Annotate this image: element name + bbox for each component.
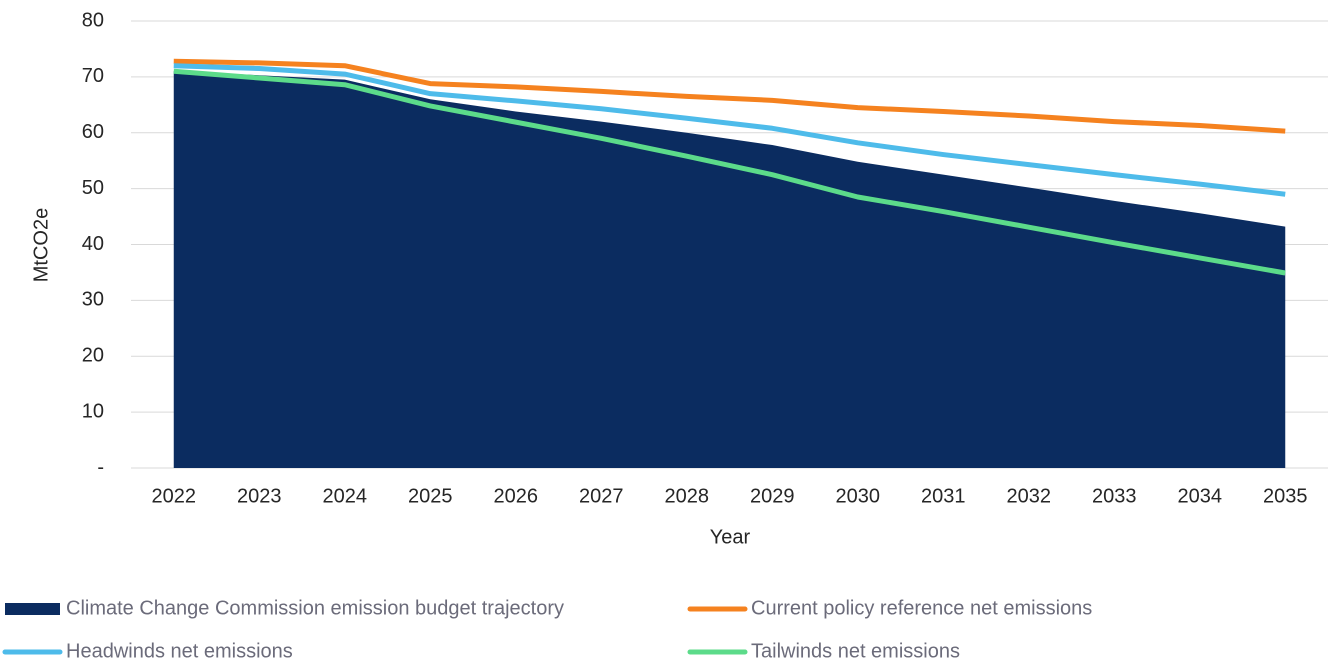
x-axis-label: Year [710,526,751,548]
x-tick-label: 2033 [1092,485,1137,507]
y-tick-label: 60 [82,121,104,143]
x-tick-label: 2034 [1178,485,1223,507]
line [173,68,1286,276]
line [173,58,1286,134]
x-tick-label: 2028 [665,485,710,507]
x-tick-label: 2032 [1007,485,1052,507]
x-tick-label: 2026 [494,485,539,507]
x-tick-label: 2022 [152,485,197,507]
y-tick-label: 50 [82,177,104,199]
y-tick-label: 10 [82,400,104,422]
x-tick-label: 2029 [750,485,795,507]
x-tick-label: 2024 [323,485,368,507]
y-axis-label: MtCO2e [30,208,52,282]
y-tick-label: 70 [82,65,104,87]
x-tick-label: 2035 [1263,485,1308,507]
line [173,63,1286,197]
legend-label: Headwinds net emissions [66,640,293,662]
x-tick-label: 2027 [579,485,624,507]
legend-label: Current policy reference net emissions [751,597,1092,619]
legend-label: Tailwinds net emissions [751,640,960,662]
x-tick-label: 2025 [408,485,453,507]
x-tick-label: 2030 [836,485,881,507]
legend: Climate Change Commission emission budge… [2,597,1092,662]
y-tick-label: 30 [82,289,104,311]
y-tick-label: 80 [82,9,104,31]
y-tick-label: 40 [82,233,104,255]
legend-swatch [5,603,60,615]
y-tick-label: - [97,456,104,478]
area [173,71,1286,468]
legend-label: Climate Change Commission emission budge… [66,597,564,619]
x-tick-label: 2031 [921,485,966,507]
y-tick-label: 20 [82,345,104,367]
x-tick-label: 2023 [237,485,282,507]
